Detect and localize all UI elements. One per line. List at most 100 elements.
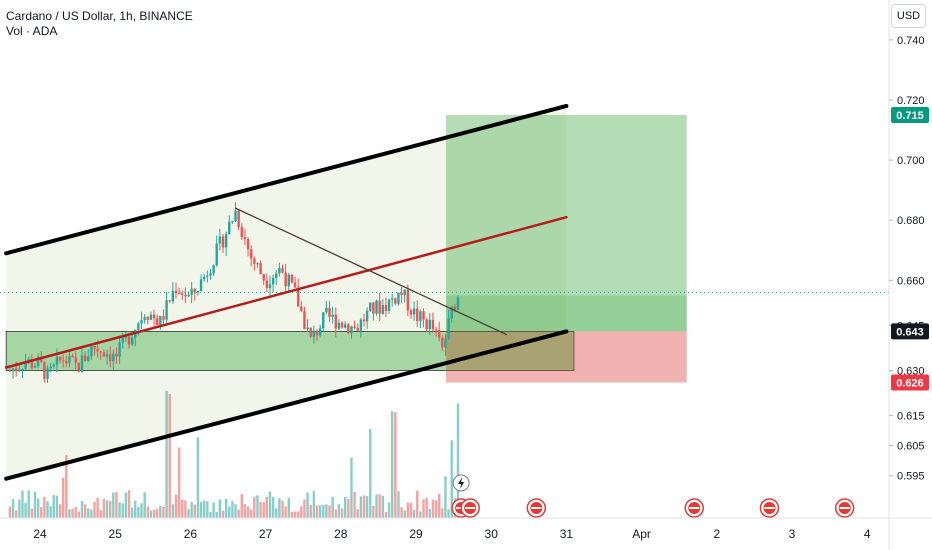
candle-body — [46, 368, 49, 379]
candle-body — [108, 354, 112, 362]
candle-body — [36, 357, 40, 367]
volume-bar — [181, 499, 184, 518]
candle-body — [337, 322, 341, 329]
candle-body — [102, 352, 106, 357]
candle-body — [165, 300, 168, 320]
volume-bar — [174, 494, 178, 518]
volume-bar — [87, 508, 90, 518]
event-marker[interactable] — [759, 498, 780, 518]
x-tick-label: 28 — [334, 527, 348, 541]
currency-button[interactable]: USD — [891, 4, 926, 28]
volume-bar — [256, 495, 259, 518]
candle-body — [390, 298, 394, 300]
symbol-title[interactable]: Cardano / US Dollar, 1h, BINANCE — [6, 9, 193, 23]
volume-bar — [96, 497, 99, 518]
volume-bar — [284, 506, 287, 518]
volume-bar — [303, 499, 306, 518]
candle-body — [143, 317, 146, 320]
candle-body — [87, 356, 90, 361]
volume-bar — [293, 511, 297, 518]
volume-bar — [68, 509, 71, 518]
drawn-trendlines[interactable] — [4, 103, 569, 481]
volume-indicator-label[interactable]: Vol · ADA — [6, 24, 58, 38]
price-badge-current — [891, 323, 929, 340]
volume-bar — [40, 507, 43, 518]
volume-bar — [55, 495, 59, 518]
volume-bar — [215, 511, 218, 518]
candle-body — [318, 328, 322, 336]
y-tick-label: 0.720 — [897, 95, 925, 107]
channel-upper-line — [4, 103, 569, 256]
candle-body — [96, 348, 99, 352]
volume-bar — [74, 506, 77, 518]
volume-bar — [331, 496, 334, 518]
candle-body — [168, 300, 171, 302]
candle-body — [171, 290, 175, 302]
volume-bar — [353, 491, 356, 518]
lightning-icon — [458, 477, 465, 489]
volume-bar — [237, 509, 240, 518]
candle-body — [18, 369, 21, 371]
candle-body — [177, 292, 181, 294]
volume-bar — [416, 490, 419, 518]
volume-bar — [365, 496, 369, 518]
candle-body — [340, 322, 344, 328]
volume-bar — [397, 491, 400, 518]
event-marker-current-2[interactable] — [460, 498, 480, 518]
candle-body — [441, 337, 444, 348]
candle-body — [312, 330, 316, 337]
volume-bar — [11, 499, 15, 518]
volume-bar — [434, 500, 438, 518]
volume-bar — [184, 500, 187, 518]
candle-body — [444, 338, 447, 348]
event-marker[interactable] — [834, 498, 855, 518]
candle-body — [381, 304, 384, 314]
marker-stripe — [531, 507, 542, 509]
candle-body — [306, 327, 309, 330]
volume-bar — [149, 510, 153, 518]
volume-bar — [27, 490, 30, 518]
volume-bar — [8, 506, 12, 518]
lightning-marker[interactable] — [452, 474, 470, 492]
x-tick-label: 2 — [713, 527, 720, 541]
candle-body — [262, 274, 265, 281]
volume-bar — [337, 504, 341, 518]
candle-body — [296, 287, 300, 307]
volume-bar — [108, 501, 112, 518]
candle-body — [71, 355, 74, 358]
volume-bar — [187, 508, 190, 518]
candle-body — [199, 279, 203, 291]
volume-bar — [359, 496, 363, 518]
candle-body — [55, 356, 59, 365]
candle-body — [240, 227, 243, 238]
time-axis[interactable]: 24 25 26 27 28 29 30 31 Apr 2 3 4 — [33, 527, 871, 541]
candle-body — [228, 221, 231, 235]
volume-bar — [268, 491, 272, 518]
volume-bar — [384, 511, 388, 518]
candle-body — [387, 299, 391, 311]
candle-body — [243, 237, 247, 240]
volume-bar — [356, 509, 359, 518]
x-tick-label: 3 — [789, 527, 796, 541]
volume-bar — [155, 509, 159, 518]
candle-body — [347, 324, 350, 334]
candle-body — [356, 327, 359, 331]
candle-body — [275, 273, 278, 278]
event-marker[interactable] — [684, 498, 704, 518]
event-marker[interactable] — [526, 498, 547, 518]
candle-body — [237, 210, 240, 228]
candle-body — [372, 302, 375, 314]
candle-body — [378, 300, 381, 314]
candle-body — [328, 307, 331, 317]
volume-bar — [168, 394, 171, 518]
candle-body — [152, 314, 156, 319]
volume-bar — [372, 505, 375, 518]
price-axis[interactable]: 0.7400.7200.7000.6800.6600.6450.6300.615… — [889, 35, 925, 483]
volume-bar — [137, 506, 140, 518]
marker-stripe — [689, 507, 700, 509]
candle-body — [362, 319, 366, 322]
candle-body — [30, 359, 34, 368]
x-tick-label: 30 — [485, 527, 499, 541]
event-markers[interactable] — [451, 474, 855, 518]
